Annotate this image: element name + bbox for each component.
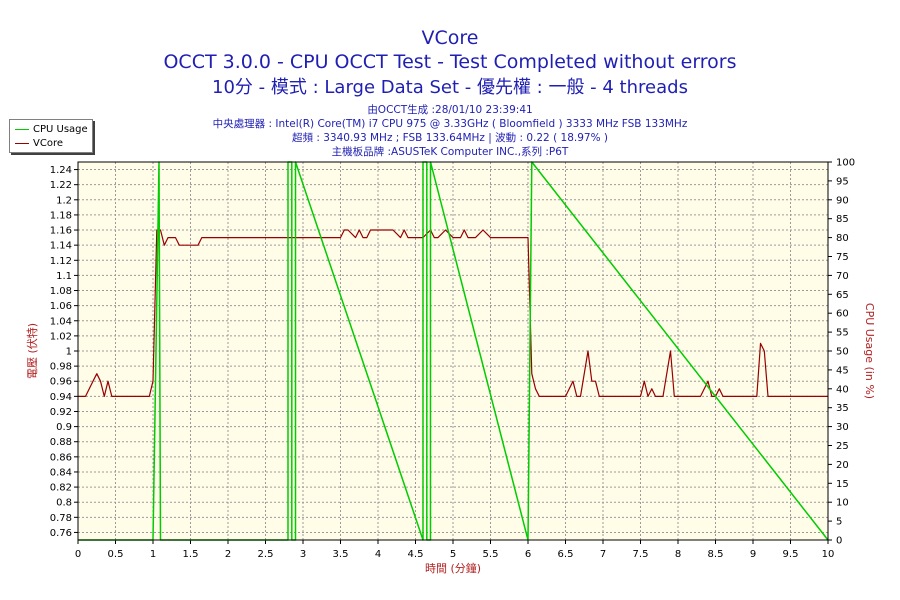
x-tick-label: 1 xyxy=(150,549,156,560)
series-line-vcore xyxy=(78,229,828,397)
x-tick-label: 1.5 xyxy=(183,549,199,560)
info-generated: 由OCCT生成 :28/01/10 23:39:41 xyxy=(367,104,533,116)
x-tick-label: 8 xyxy=(675,549,681,560)
x-tick-label: 10 xyxy=(822,549,835,560)
y-tick-label: 1.16 xyxy=(50,226,72,237)
y2-tick-label: 70 xyxy=(836,271,849,282)
y2-axis-title: CPU Usage (in %) xyxy=(863,303,876,399)
legend-swatch-vcore xyxy=(15,142,29,144)
y-tick-label: 0.96 xyxy=(50,377,72,388)
y2-tick-label: 10 xyxy=(836,498,849,509)
x-tick-label: 4.5 xyxy=(408,549,424,560)
x-tick-label: 6.5 xyxy=(558,549,574,560)
legend-label-vcore: VCore xyxy=(33,137,63,149)
y-tick-label: 1.08 xyxy=(50,286,72,297)
legend-item-cpu-usage: CPU Usage xyxy=(15,123,88,135)
x-tick-label: 3.5 xyxy=(333,549,349,560)
x-tick-label: 7.5 xyxy=(633,549,649,560)
y-tick-label: 1.18 xyxy=(50,210,72,221)
y-axis-title: 電壓 (伏特) xyxy=(25,323,39,379)
y-tick-label: 0.92 xyxy=(50,407,72,418)
y2-tick-label: 25 xyxy=(836,441,849,452)
x-tick-label: 8.5 xyxy=(708,549,724,560)
y2-tick-label: 40 xyxy=(836,384,849,395)
y-tick-label: 0.86 xyxy=(50,452,72,463)
y-tick-label: 1.02 xyxy=(50,331,72,342)
x-axis-title: 時間 (分鐘) xyxy=(425,561,481,575)
y-tick-label: 1.22 xyxy=(50,180,72,191)
y-tick-label: 0.84 xyxy=(50,467,72,478)
y-tick-label: 0.88 xyxy=(50,437,72,448)
y2-tick-label: 0 xyxy=(836,536,842,547)
x-tick-label: 7 xyxy=(600,549,606,560)
y-tick-label: 0.98 xyxy=(50,362,72,373)
chart-subtitle-mode: 10分 - 模式 : Large Data Set - 優先權 : 一般 - 4… xyxy=(212,77,688,98)
y2-tick-label: 5 xyxy=(836,517,842,528)
y-tick-label: 1 xyxy=(66,347,72,358)
y2-tick-label: 65 xyxy=(836,290,849,301)
y-tick-label: 1.2 xyxy=(56,195,72,206)
y-tick-label: 0.78 xyxy=(50,513,72,524)
y2-tick-label: 20 xyxy=(836,460,849,471)
x-tick-label: 0.5 xyxy=(108,549,124,560)
info-motherboard: 主機板品牌 :ASUSTeK Computer INC.,系列 :P6T xyxy=(331,146,569,158)
y2-tick-label: 80 xyxy=(836,233,849,244)
info-cpu: 中央處理器 : Intel(R) Core(TM) i7 CPU 975 @ 3… xyxy=(212,118,688,130)
y-tick-label: 0.76 xyxy=(50,528,72,539)
legend-item-vcore: VCore xyxy=(15,137,63,149)
x-tick-label: 3 xyxy=(300,549,306,560)
x-tick-label: 5.5 xyxy=(483,549,499,560)
y2-tick-label: 90 xyxy=(836,195,849,206)
chart-subtitle-test: OCCT 3.0.0 - CPU OCCT Test - Test Comple… xyxy=(163,51,737,73)
y2-tick-label: 15 xyxy=(836,479,849,490)
info-overclock: 超頻 : 3340.93 MHz ; FSB 133.64MHz | 波動 : … xyxy=(292,132,608,144)
x-tick-label: 9.5 xyxy=(783,549,799,560)
y2-tick-label: 50 xyxy=(836,347,849,358)
y2-tick-label: 95 xyxy=(836,176,849,187)
y-tick-label: 1.14 xyxy=(50,241,72,252)
y-tick-label: 0.8 xyxy=(56,498,72,509)
y2-tick-label: 45 xyxy=(836,365,849,376)
y-tick-label: 1.24 xyxy=(50,165,72,176)
y-tick-label: 1.04 xyxy=(50,316,72,327)
y2-tick-label: 55 xyxy=(836,328,849,339)
y2-tick-label: 85 xyxy=(836,214,849,225)
y-tick-label: 0.82 xyxy=(50,483,72,494)
plot-frame xyxy=(77,161,829,541)
x-tick-label: 0 xyxy=(75,549,81,560)
y-tick-label: 1.12 xyxy=(50,256,72,267)
y-tick-label: 1.1 xyxy=(56,271,72,282)
y2-tick-label: 35 xyxy=(836,403,849,414)
x-tick-label: 2.5 xyxy=(258,549,274,560)
x-tick-label: 9 xyxy=(750,549,756,560)
y-tick-label: 0.94 xyxy=(50,392,72,403)
legend-swatch-cpu-usage xyxy=(15,128,29,130)
x-tick-label: 4 xyxy=(375,549,381,560)
x-tick-label: 6 xyxy=(525,549,531,560)
y-tick-label: 0.9 xyxy=(56,422,72,433)
y2-tick-label: 75 xyxy=(836,252,849,263)
x-tick-label: 2 xyxy=(225,549,231,560)
legend: CPU Usage VCore xyxy=(9,119,93,153)
y2-tick-label: 60 xyxy=(836,309,849,320)
y2-tick-label: 30 xyxy=(836,422,849,433)
legend-label-cpu-usage: CPU Usage xyxy=(33,123,88,135)
y2-tick-label: 100 xyxy=(836,158,855,169)
y-tick-label: 1.06 xyxy=(50,301,72,312)
x-tick-label: 5 xyxy=(450,549,456,560)
chart-title: VCore xyxy=(421,27,479,49)
